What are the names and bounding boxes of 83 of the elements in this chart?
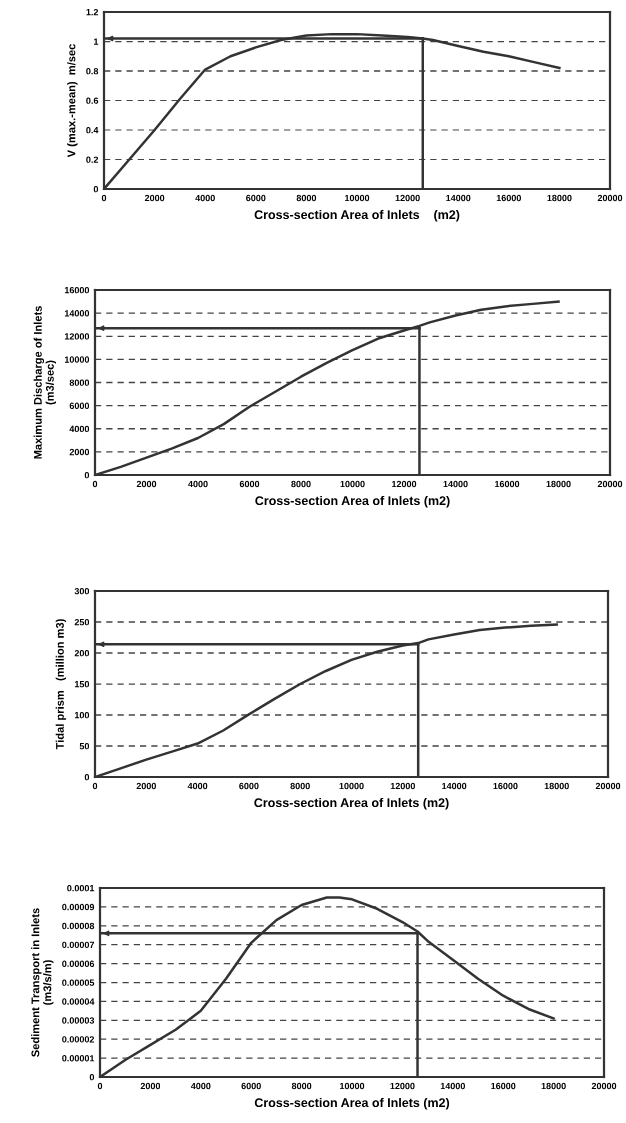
x-axis-title: Cross-section Area of Inlets (m2) <box>255 495 450 508</box>
x-tick-label: 6000 <box>241 1082 261 1090</box>
x-tick-label: 2000 <box>140 1082 161 1090</box>
x-tick-label: 16000 <box>493 782 518 790</box>
x-tick-label: 10000 <box>339 782 364 790</box>
x-tick-label: 12000 <box>390 782 415 790</box>
x-tick-label: 10000 <box>340 1082 365 1090</box>
y-tick-label: 0.00006 <box>62 960 95 967</box>
x-tick-label: 10000 <box>345 194 370 202</box>
y-tick-label: 200 <box>74 649 90 657</box>
x-axis-title: Cross-section Area of Inlets (m2) <box>254 209 460 222</box>
x-tick-label: 6000 <box>239 782 259 790</box>
y-tick-label: 12000 <box>64 333 90 340</box>
x-axis-title: Cross-section Area of Inlets (m2) <box>254 1097 450 1110</box>
y-tick-label: 0.2 <box>86 156 99 163</box>
y-tick-label: 0 <box>84 773 90 781</box>
x-tick-label: 8000 <box>296 194 317 202</box>
y-tick-label: 0.6 <box>86 97 99 104</box>
x-tick-label: 6000 <box>246 194 266 202</box>
y-tick-label: 0.00001 <box>62 1055 95 1062</box>
x-tick-label: 4000 <box>187 782 208 790</box>
x-tick-label: 20000 <box>591 1082 617 1090</box>
x-tick-label: 2000 <box>136 480 157 488</box>
y-axis-title: Maximum Discharge of Inlets (m3/sec) <box>33 306 57 459</box>
y-tick-label: 50 <box>79 742 90 750</box>
x-tick-label: 16000 <box>496 194 521 202</box>
x-tick-label: 14000 <box>442 782 467 790</box>
x-tick-label: 0 <box>101 194 107 202</box>
x-axis-title: Cross-section Area of Inlets (m2) <box>254 797 449 810</box>
x-tick-label: 14000 <box>440 1082 465 1090</box>
x-tick-label: 4000 <box>188 480 208 488</box>
y-tick-label: 0.00009 <box>62 903 95 911</box>
y-tick-label: 0.4 <box>86 126 99 134</box>
x-tick-label: 18000 <box>541 1082 566 1090</box>
y-tick-label: 10000 <box>64 356 90 363</box>
y-tick-label: 0.00003 <box>62 1017 95 1024</box>
y-tick-label: 300 <box>74 587 90 595</box>
x-tick-label: 8000 <box>291 1082 312 1090</box>
y-tick-label: 0.0001 <box>67 884 95 892</box>
x-tick-label: 20000 <box>595 782 621 790</box>
x-tick-label: 2000 <box>144 194 165 202</box>
y-tick-label: 1.2 <box>86 8 99 16</box>
x-tick-label: 12000 <box>392 480 417 488</box>
y-tick-label: 8000 <box>69 379 90 386</box>
y-tick-label: 0.00005 <box>62 979 95 986</box>
x-tick-label: 4000 <box>195 194 215 202</box>
y-axis-title: V (max.-mean) m/sec <box>67 44 78 158</box>
x-tick-label: 16000 <box>491 1082 516 1090</box>
x-tick-label: 20000 <box>597 194 623 202</box>
y-tick-label: 0 <box>89 1073 95 1081</box>
x-tick-label: 18000 <box>546 480 571 488</box>
x-tick-label: 12000 <box>395 194 420 202</box>
y-axis-title: Tidal prism (million m3) <box>55 619 67 750</box>
x-tick-label: 6000 <box>239 480 260 488</box>
x-tick-label: 4000 <box>190 1082 211 1090</box>
y-tick-label: 16000 <box>64 286 90 294</box>
y-tick-label: 4000 <box>69 425 90 433</box>
x-tick-label: 18000 <box>547 194 572 202</box>
x-tick-label: 2000 <box>136 782 156 790</box>
x-tick-label: 8000 <box>290 782 310 790</box>
x-tick-label: 8000 <box>291 480 311 488</box>
y-tick-label: 0.00008 <box>62 922 95 930</box>
y-tick-label: 0 <box>93 185 99 193</box>
x-tick-label: 14000 <box>443 480 468 488</box>
y-axis-title: Sediment Transport in Inlets (m3/s/m) <box>31 908 54 1057</box>
y-tick-label: 0.8 <box>86 67 99 75</box>
y-tick-label: 2000 <box>69 448 90 456</box>
x-tick-label: 12000 <box>390 1082 415 1090</box>
y-tick-label: 14000 <box>64 310 90 317</box>
x-tick-label: 20000 <box>597 480 623 488</box>
x-tick-label: 18000 <box>544 782 569 790</box>
y-tick-label: 0.00007 <box>62 941 95 949</box>
y-tick-label: 100 <box>74 711 90 719</box>
y-tick-label: 0.00002 <box>62 1036 95 1043</box>
y-tick-label: 150 <box>74 680 90 688</box>
y-tick-label: 250 <box>74 618 90 626</box>
x-tick-label: 10000 <box>340 480 365 488</box>
x-tick-label: 14000 <box>446 194 471 202</box>
y-tick-label: 1 <box>93 38 99 45</box>
y-tick-label: 0.00004 <box>62 998 95 1005</box>
x-tick-label: 16000 <box>495 480 520 488</box>
y-tick-label: 0 <box>84 471 90 479</box>
y-tick-label: 6000 <box>69 402 90 409</box>
